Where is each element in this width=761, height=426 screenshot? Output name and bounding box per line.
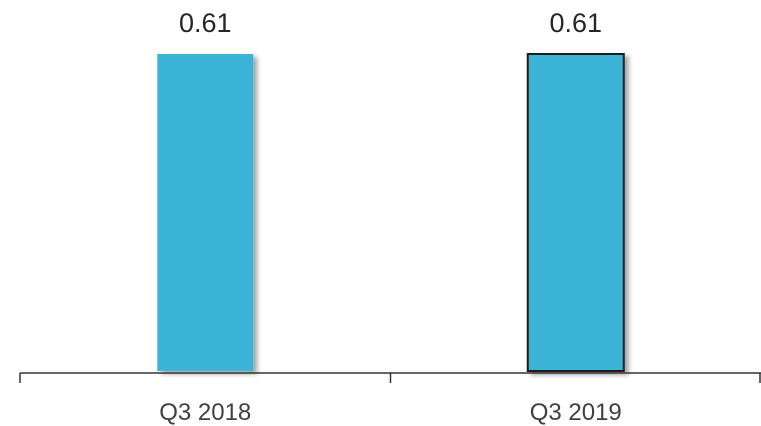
data-label: 0.61 <box>549 8 602 38</box>
data-label: 0.61 <box>179 8 232 38</box>
bar-q3-2018 <box>157 54 254 371</box>
x-tick-label: Q3 2018 <box>159 399 251 426</box>
data-labels-group: 0.61 0.61 <box>179 8 602 38</box>
x-axis <box>19 372 761 383</box>
bar-q3-2019 <box>526 53 625 372</box>
x-tick-label: Q3 2019 <box>530 399 622 426</box>
x-tick-labels-group: Q3 2018 Q3 2019 <box>159 399 622 426</box>
bars-group <box>157 53 625 372</box>
